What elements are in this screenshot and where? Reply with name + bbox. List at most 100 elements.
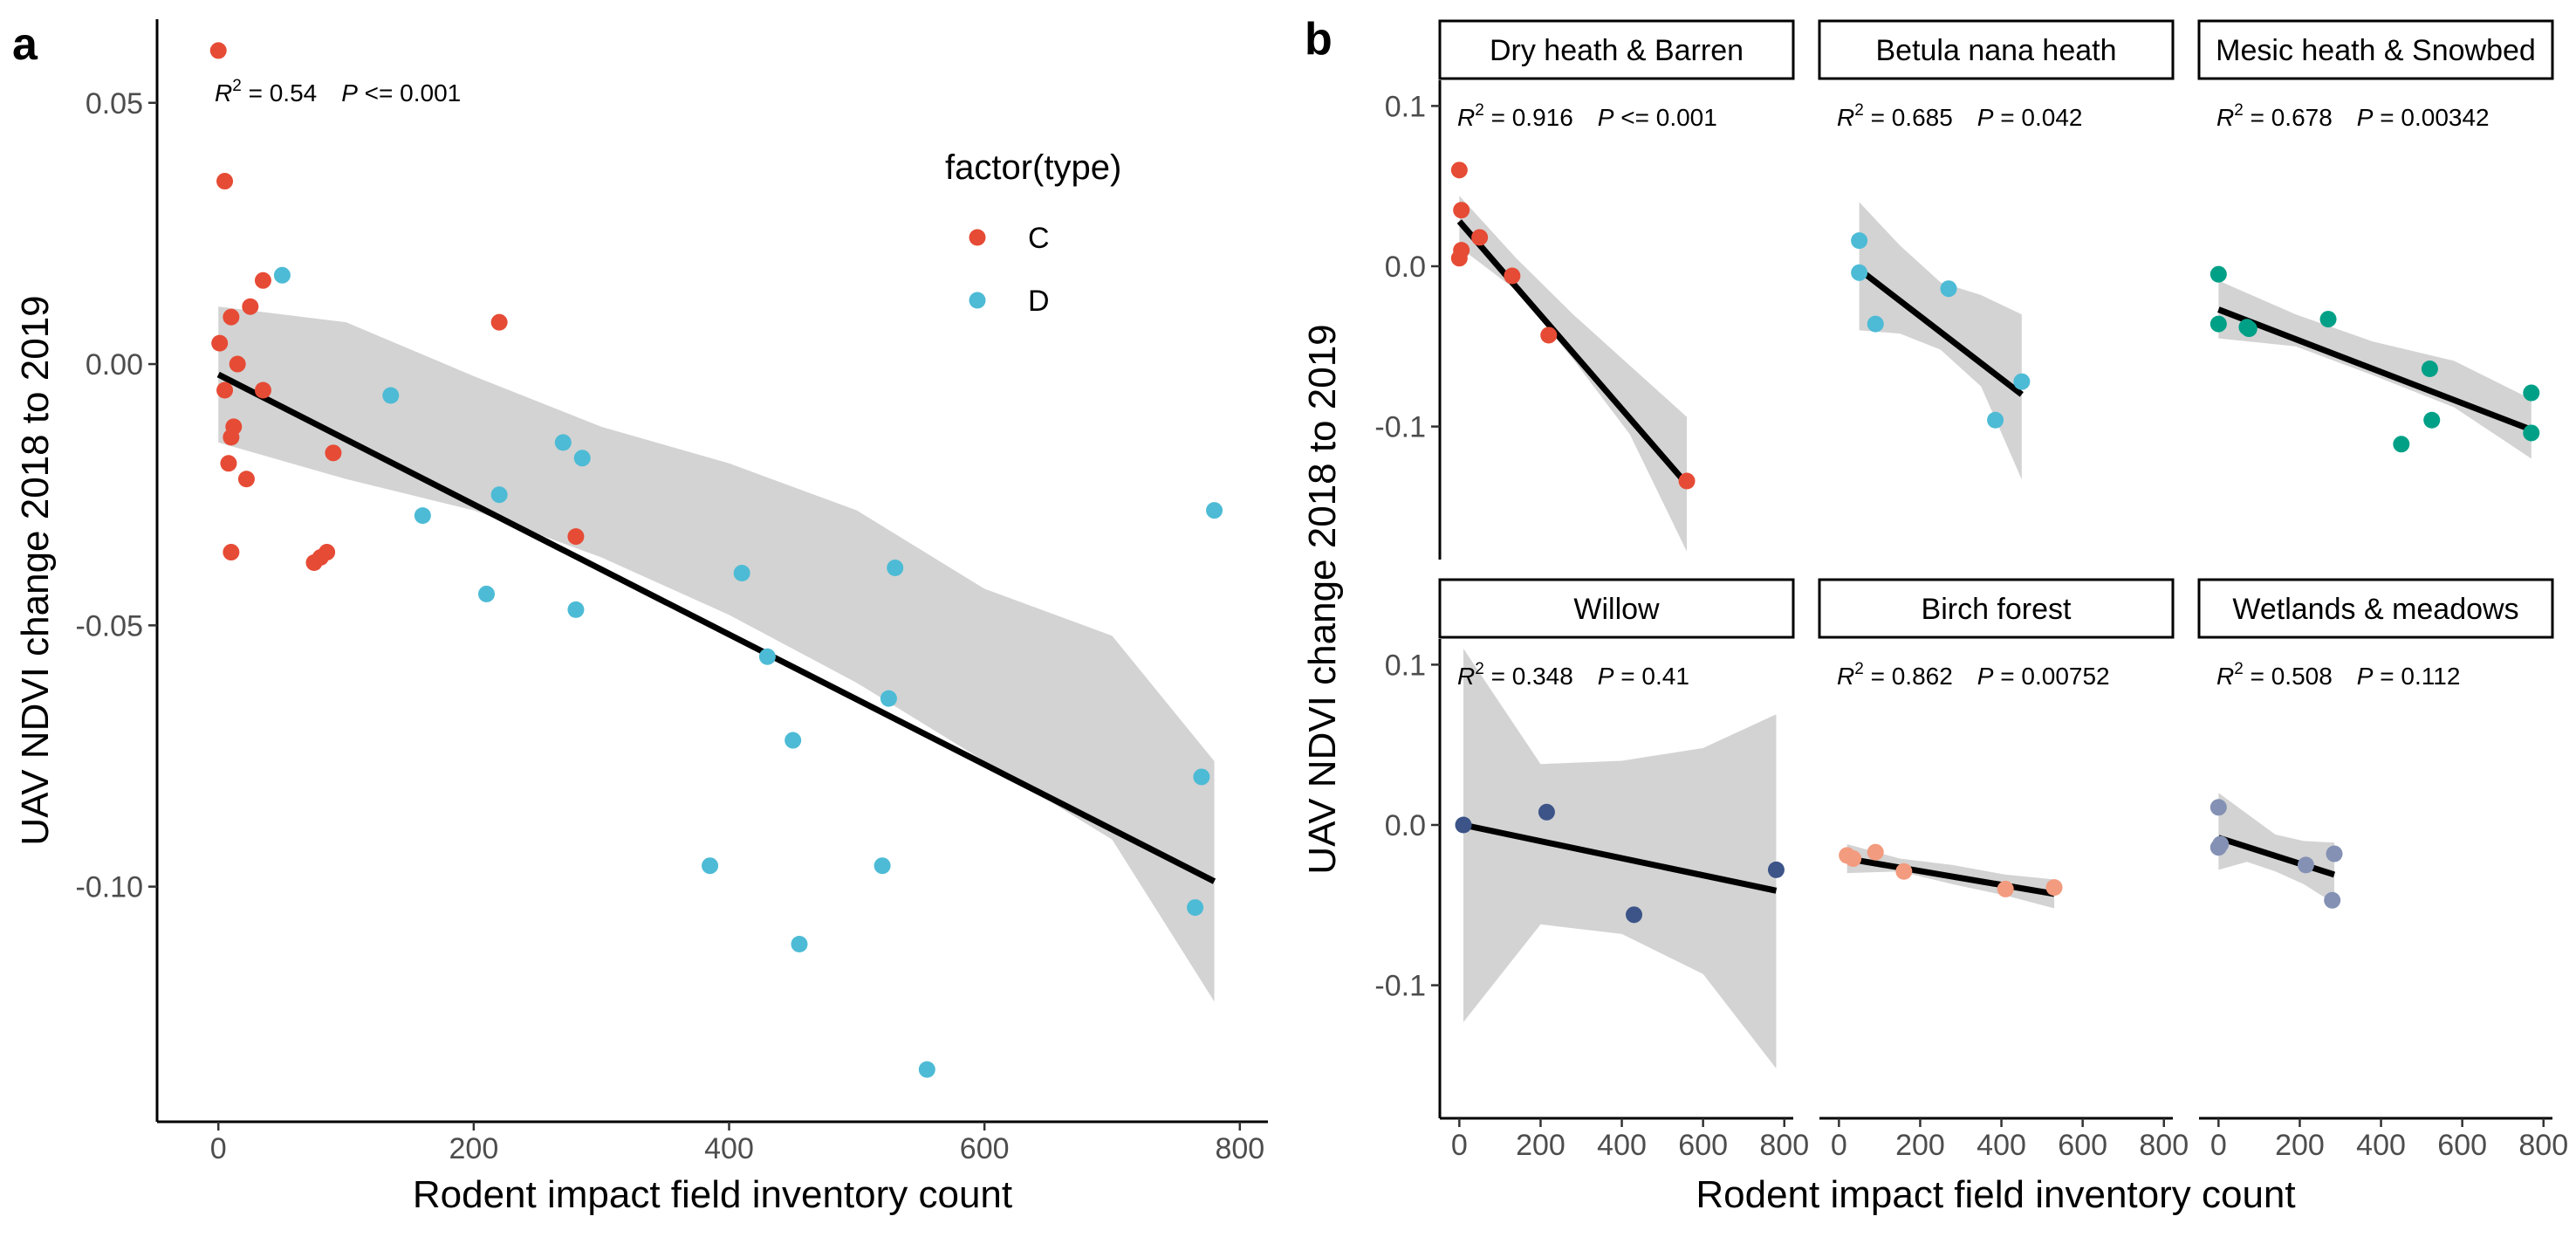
data-point: [223, 544, 240, 561]
data-point: [242, 298, 259, 315]
data-point: [791, 935, 808, 952]
data-point: [1206, 502, 1223, 519]
data-point: [254, 381, 271, 399]
r2-symbol: R: [215, 79, 232, 107]
panel-a: a 0 200 400 600 800 -0.10 -0.05 0.00 0.05 Rodent i…: [12, 19, 1268, 1216]
data-point: [1450, 250, 1468, 267]
stats-annotation: R2 = 0.916 P <= 0.001: [1457, 101, 1717, 131]
data-point: [1997, 880, 2014, 897]
fit-line: [1463, 821, 1778, 894]
data-point: [702, 857, 719, 875]
data-point: [1851, 232, 1868, 250]
facet-1: Dry heath & Barren R2 = 0.916 P <= 0.001 -0…: [1374, 19, 1795, 560]
p-value: = 0.00342: [2373, 104, 2489, 131]
fit-line: [2217, 306, 2533, 433]
data-point: [567, 528, 585, 546]
r2-value: = 0.678: [2244, 104, 2333, 131]
data-point: [1678, 472, 1696, 490]
data-point: [414, 507, 431, 525]
data-point: [874, 857, 891, 875]
data-point: [273, 266, 291, 284]
x-axis-tick-label: 600: [1678, 1129, 1728, 1162]
stats-annotation: R2 = 0.862 P = 0.00752: [1837, 660, 2110, 690]
p-value: <= 0.001: [358, 79, 461, 107]
r2-superscript: 2: [2234, 101, 2244, 120]
fit-line: [1846, 856, 2055, 897]
x-axis-tick-label: 800: [2139, 1129, 2189, 1162]
data-point: [237, 471, 255, 488]
data-point: [382, 387, 400, 404]
data-point: [1867, 843, 1884, 861]
data-point: [573, 450, 591, 467]
data-point: [216, 381, 234, 399]
data-point: [2423, 411, 2441, 429]
data-point: [1540, 326, 1558, 344]
p-symbol: P: [2357, 104, 2374, 131]
data-point: [216, 173, 234, 190]
r2-value: = 0.508: [2244, 663, 2333, 690]
facet-5: Birch forest R2 = 0.862 P = 0.00752 0 200 400…: [1818, 578, 2189, 1162]
facet-strip: [2197, 578, 2554, 639]
data-point: [1867, 315, 1884, 333]
data-point: [319, 544, 336, 561]
data-point: [567, 601, 585, 618]
facet-strip: [1818, 578, 2175, 639]
data-point: [1471, 229, 1489, 246]
facet-plot-area: [1851, 202, 2031, 480]
y-axis-tick-label: -0.1: [1374, 411, 1426, 444]
x-axis-tick-label: 400: [1977, 1129, 2026, 1162]
p-symbol: P: [341, 79, 358, 107]
panel-label-a: a: [12, 19, 38, 70]
x-axis-tick-label: 200: [449, 1132, 499, 1165]
r2-symbol: R: [1457, 104, 1475, 131]
data-point: [2209, 265, 2227, 283]
r2-symbol: R: [2216, 663, 2234, 690]
p-symbol: P: [1598, 104, 1614, 131]
data-point: [2326, 845, 2343, 862]
r2-symbol: R: [1837, 663, 1854, 690]
data-point: [554, 434, 572, 451]
x-axis-title: Rodent impact field inventory count: [1696, 1173, 2295, 1216]
confidence-band: [1459, 196, 1688, 552]
data-point: [2212, 835, 2230, 853]
data-point: [1504, 267, 1521, 285]
stats-annotation: R2 = 0.678 P = 0.00342: [2216, 101, 2490, 131]
facet-strip-label: Wetlands & meadows: [2232, 593, 2518, 626]
x-axis-tick-label: 800: [1215, 1132, 1264, 1165]
data-point: [2324, 891, 2341, 909]
y-axis-tick-label: -0.1: [1374, 970, 1426, 1003]
data-point: [1845, 850, 1862, 868]
data-point: [2523, 384, 2540, 402]
data-point: [1455, 816, 1472, 834]
y-axis-tick-label: 0.0: [1385, 251, 1426, 284]
x-axis-tick-label: 800: [2518, 1129, 2568, 1162]
data-point: [490, 313, 508, 331]
x-axis-tick-label: 0: [210, 1132, 227, 1165]
data-point: [254, 271, 271, 289]
facet-3: Mesic heath & Snowbed R2 = 0.678 P = 0.003…: [2197, 19, 2554, 459]
data-point: [2209, 315, 2227, 333]
data-point: [229, 355, 246, 373]
r2-superscript: 2: [232, 77, 242, 95]
data-point: [1187, 899, 1204, 917]
stats-annotation: R2 = 0.348 P = 0.41: [1457, 660, 1689, 690]
data-point: [209, 42, 227, 59]
data-point: [733, 564, 750, 581]
facet-plot-area: [1839, 843, 2063, 909]
facet-strip-label: Mesic heath & Snowbed: [2216, 34, 2536, 67]
legend: factor(type) CD: [945, 148, 1121, 318]
p-value: <= 0.001: [1613, 104, 1716, 131]
y-axis-title: UAV NDVI change 2018 to 2019: [14, 295, 57, 845]
y-axis-tick-label: 0.05: [86, 87, 143, 120]
data-point: [2013, 373, 2031, 390]
p-symbol: P: [2357, 663, 2374, 690]
confidence-band: [2218, 793, 2335, 904]
x-axis-tick-label: 600: [2437, 1129, 2487, 1162]
legend-key: [969, 292, 986, 309]
x-axis-title: Rodent impact field inventory count: [413, 1173, 1012, 1216]
data-point: [2209, 799, 2227, 816]
facet-strip: [1818, 19, 2175, 80]
facet-strip-label: Willow: [1573, 593, 1660, 626]
data-point: [1895, 862, 1913, 880]
r2-superscript: 2: [2234, 660, 2244, 678]
